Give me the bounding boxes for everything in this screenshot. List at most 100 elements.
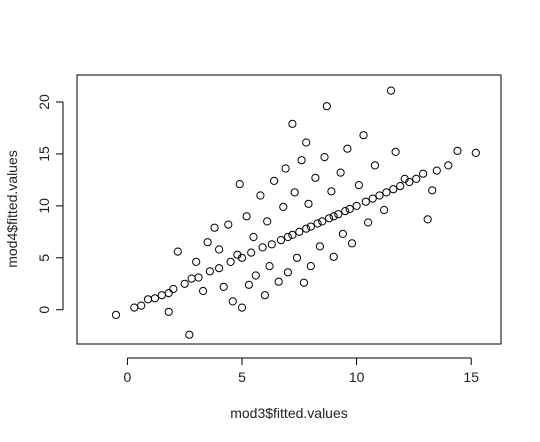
data-point (359, 131, 368, 140)
x-tick-label: 0 (124, 369, 132, 385)
data-point (313, 219, 322, 228)
data-point (389, 185, 398, 194)
y-tick-label: 10 (36, 198, 52, 214)
data-point (164, 289, 173, 298)
data-points (111, 86, 480, 339)
data-point (354, 181, 363, 190)
data-point (258, 243, 267, 252)
data-point (364, 218, 373, 227)
data-point (111, 310, 121, 319)
x-tick-label: 10 (349, 369, 365, 385)
data-point (311, 173, 320, 182)
data-point (256, 191, 265, 200)
data-point (274, 277, 283, 286)
data-point (242, 212, 251, 221)
data-point (343, 144, 352, 153)
data-point (345, 204, 354, 214)
data-point (247, 248, 256, 257)
data-point (329, 212, 338, 221)
data-point (341, 207, 350, 216)
data-point (290, 188, 299, 197)
data-point (228, 297, 237, 306)
data-point (336, 168, 345, 177)
data-point (338, 229, 347, 238)
data-point (370, 161, 379, 170)
data-point (368, 194, 377, 203)
data-point (295, 227, 304, 236)
data-point (215, 245, 224, 254)
data-point (334, 210, 343, 219)
data-point (453, 146, 462, 155)
data-point (263, 217, 272, 226)
data-point (382, 188, 391, 197)
x-tick-label: 15 (463, 369, 479, 385)
data-point (352, 201, 361, 210)
data-point (412, 174, 421, 183)
y-axis-title: mod4$fitted.values (4, 150, 20, 268)
data-point (288, 119, 297, 128)
data-point (173, 247, 182, 256)
data-point (391, 147, 400, 156)
data-point (276, 236, 286, 245)
y-tick-label: 0 (36, 306, 52, 314)
data-point (203, 238, 212, 247)
data-point (199, 286, 208, 296)
data-point (281, 164, 290, 173)
data-point (361, 197, 370, 206)
data-point (219, 282, 228, 291)
data-point (226, 257, 235, 266)
data-point (235, 180, 244, 189)
x-axis: 0 5 10 15 (124, 357, 479, 385)
data-point (297, 156, 306, 165)
data-point (405, 177, 414, 187)
data-point (318, 217, 327, 226)
data-point (327, 187, 336, 196)
data-point (192, 257, 201, 266)
data-point (180, 279, 189, 288)
data-point (267, 240, 276, 249)
data-point (315, 242, 324, 251)
data-point (283, 232, 292, 242)
data-point (194, 273, 203, 282)
data-point (471, 148, 480, 157)
data-point (265, 262, 274, 271)
data-point (249, 232, 258, 242)
y-axis: 0 5 10 15 20 (36, 94, 64, 314)
data-point (423, 215, 432, 224)
data-point (288, 230, 297, 239)
data-point (283, 268, 292, 277)
data-point (302, 224, 311, 233)
y-tick-label: 5 (36, 254, 52, 262)
data-point (237, 253, 247, 262)
data-point (306, 222, 315, 231)
data-point (375, 191, 384, 200)
data-point (432, 166, 441, 175)
data-point (215, 264, 224, 273)
data-point (251, 271, 260, 280)
data-point (270, 176, 279, 185)
data-point (205, 267, 214, 276)
data-point (150, 294, 159, 303)
data-point (304, 199, 313, 208)
data-point (329, 252, 338, 261)
data-point (302, 138, 311, 147)
data-point (396, 182, 405, 191)
data-point (210, 223, 219, 232)
x-axis-title: mod3$fitted.values (230, 405, 348, 421)
data-point (260, 291, 269, 300)
plot-frame (76, 74, 502, 345)
data-point (279, 202, 288, 211)
data-point (444, 161, 453, 170)
data-point (419, 169, 428, 178)
y-tick-label: 15 (36, 146, 52, 162)
data-point (292, 253, 302, 262)
data-point (325, 214, 334, 223)
data-point (137, 301, 146, 310)
data-point (322, 102, 331, 111)
data-point (164, 307, 173, 316)
x-tick-label: 5 (238, 369, 246, 385)
data-point (380, 205, 389, 215)
data-point (320, 153, 329, 162)
data-point (299, 278, 308, 287)
